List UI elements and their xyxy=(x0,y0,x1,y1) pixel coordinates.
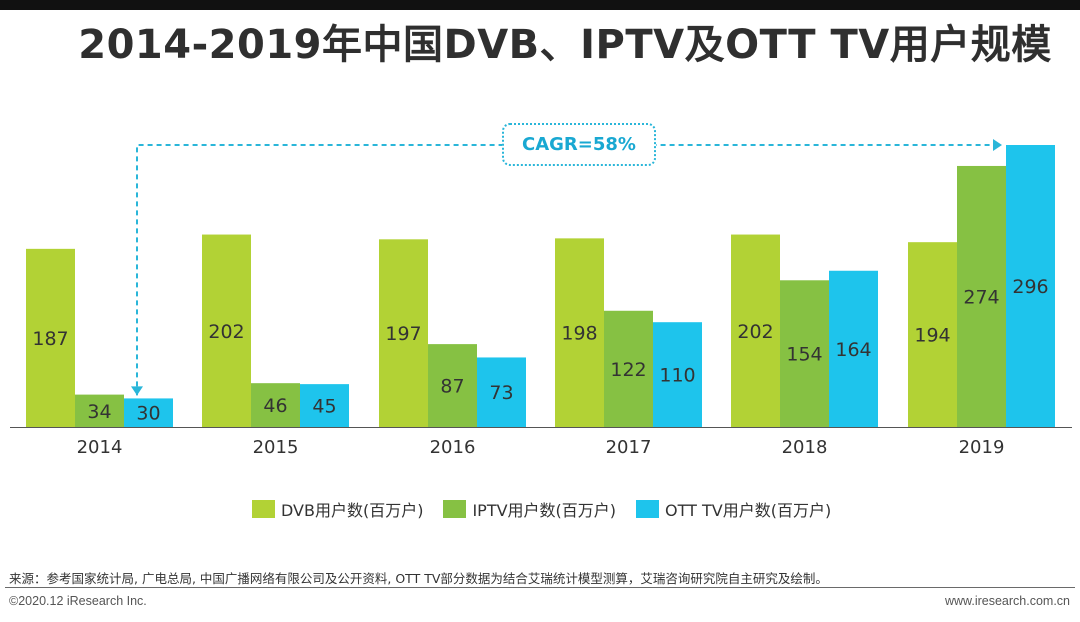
legend-swatch-ott xyxy=(636,500,660,518)
bar-iptv-2018 xyxy=(780,280,829,427)
bar-iptv-2019 xyxy=(957,165,1006,427)
bar-iptv-2017 xyxy=(604,310,653,427)
data-label-ott-2016: 73 xyxy=(489,382,513,404)
bar-ott-2015 xyxy=(300,384,349,427)
labels: 187 34 30 2014 202 46 45 2015 197 87 73 2016 198 122 1… xyxy=(32,276,1048,458)
data-label-ott-2017: 110 xyxy=(659,365,695,387)
bar-ott-2017 xyxy=(653,322,702,427)
copyright: ©2020.12 iResearch Inc. xyxy=(9,594,147,608)
data-label-iptv-2017: 122 xyxy=(610,359,646,381)
legend-item-ott: OTT TV用户数(百万户) xyxy=(636,497,831,521)
arrow-head-down-icon xyxy=(131,386,143,396)
data-label-iptv-2016: 87 xyxy=(440,376,464,398)
x-tick-label-2017: 2017 xyxy=(606,437,652,458)
top-bar xyxy=(0,0,1080,10)
data-label-dvb-2019: 194 xyxy=(914,325,950,347)
bar-dvb-2019 xyxy=(908,242,957,427)
legend-item-iptv: IPTV用户数(百万户) xyxy=(443,497,616,521)
data-label-iptv-2014: 34 xyxy=(87,401,111,423)
x-tick-label-2016: 2016 xyxy=(430,437,476,458)
legend-label-iptv: IPTV用户数(百万户) xyxy=(472,501,617,520)
bar-dvb-2014 xyxy=(26,248,75,427)
cagr-arrow xyxy=(131,139,1002,396)
legend-swatch-iptv xyxy=(443,500,467,518)
bar-iptv-2015 xyxy=(251,383,300,427)
data-label-ott-2019: 296 xyxy=(1012,276,1048,298)
legend-label-dvb: DVB用户数(百万户) xyxy=(281,501,424,520)
bar-ott-2018 xyxy=(829,270,878,427)
bar-dvb-2015 xyxy=(202,234,251,427)
x-tick-label-2018: 2018 xyxy=(782,437,828,458)
data-label-iptv-2015: 46 xyxy=(263,395,287,417)
x-tick-label-2015: 2015 xyxy=(253,437,299,458)
bar-dvb-2017 xyxy=(555,238,604,427)
data-label-dvb-2015: 202 xyxy=(208,321,244,343)
data-label-dvb-2016: 197 xyxy=(385,323,421,345)
data-label-iptv-2018: 154 xyxy=(786,344,822,366)
legend: DVB用户数(百万户) IPTV用户数(百万户) OTT TV用户数(百万户) xyxy=(252,497,851,521)
data-label-iptv-2019: 274 xyxy=(963,286,999,308)
legend-label-ott: OTT TV用户数(百万户) xyxy=(665,501,832,520)
data-label-ott-2018: 164 xyxy=(835,339,871,361)
data-label-dvb-2018: 202 xyxy=(737,321,773,343)
cagr-annotation: CAGR=58% xyxy=(502,123,656,166)
bar-dvb-2018 xyxy=(731,234,780,427)
bar-iptv-2016 xyxy=(428,344,477,427)
cagr-dashed-line xyxy=(136,144,1002,396)
website-url: www.iresearch.com.cn xyxy=(944,594,1070,608)
data-label-ott-2015: 45 xyxy=(312,396,336,418)
bar-ott-2019 xyxy=(1006,145,1055,427)
bar-dvb-2016 xyxy=(379,239,428,427)
data-label-dvb-2017: 198 xyxy=(561,323,597,345)
x-tick-label-2019: 2019 xyxy=(959,437,1005,458)
page-title: 2014-2019年中国DVB、IPTV及OTT TV用户规模 xyxy=(78,22,1052,68)
legend-swatch-dvb xyxy=(252,500,275,518)
legend-item-dvb: DVB用户数(百万户) xyxy=(252,497,423,521)
data-label-dvb-2014: 187 xyxy=(32,328,68,350)
bar-ott-2016 xyxy=(477,357,526,427)
arrow-head-right-icon xyxy=(993,139,1002,151)
data-label-ott-2014: 30 xyxy=(136,403,160,425)
bars xyxy=(26,145,1055,427)
x-tick-label-2014: 2014 xyxy=(77,437,123,458)
footer-divider xyxy=(5,587,1075,588)
bar-iptv-2014 xyxy=(75,394,124,427)
source-note: 来源：参考国家统计局, 广电总局, 中国广播网络有限公司及公开资料, OTT T… xyxy=(9,571,828,586)
bar-ott-2014 xyxy=(124,398,173,427)
